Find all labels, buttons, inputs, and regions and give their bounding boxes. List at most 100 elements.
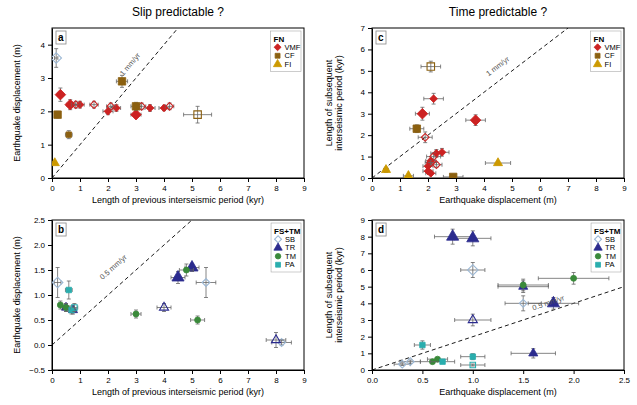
tick: 1.0	[468, 370, 480, 385]
tick-mark	[368, 28, 372, 29]
tick: 2	[361, 333, 372, 342]
tick-mark	[368, 178, 372, 179]
tick: 8	[361, 233, 372, 242]
series	[381, 158, 510, 178]
legend-symbol	[273, 59, 281, 66]
tick-label: 0	[361, 366, 366, 375]
error-bar-x	[65, 288, 72, 292]
tick-label: 0.5	[417, 376, 429, 385]
tick: 3	[361, 110, 372, 119]
tick-mark	[368, 71, 372, 72]
error-bar-x	[455, 318, 491, 322]
tick-label: 0	[41, 174, 46, 183]
error-bar-y	[521, 279, 525, 291]
panel-label-text: a	[58, 32, 64, 43]
tick-mark	[368, 157, 372, 158]
point	[271, 335, 280, 343]
error-bar-x	[421, 65, 441, 69]
error-bar-y	[64, 304, 68, 312]
point	[66, 132, 71, 137]
tick: 4	[361, 299, 372, 308]
point	[183, 267, 189, 273]
point	[421, 133, 429, 141]
point	[430, 95, 438, 103]
point	[166, 102, 174, 110]
tick-mark	[80, 370, 81, 374]
tick-mark	[368, 253, 372, 254]
series	[184, 106, 212, 123]
tick: 5	[361, 67, 372, 76]
tick-label: 3	[361, 110, 366, 119]
tick: 7	[361, 249, 372, 258]
error-bar-y	[67, 131, 71, 139]
tick-mark	[192, 370, 193, 374]
tick-mark	[220, 370, 221, 374]
point	[417, 108, 428, 119]
tick: 5	[361, 283, 372, 292]
legend-symbol	[593, 59, 601, 66]
y-axis-label: Earthquake displacement (m)	[12, 44, 22, 162]
error-bar-x	[414, 343, 430, 347]
tick: 7	[246, 178, 251, 193]
tick-mark	[368, 303, 372, 304]
tick-mark	[368, 49, 372, 50]
tick-mark	[428, 178, 429, 182]
x-axis-label: Length of previous interseismic period (…	[92, 195, 264, 205]
x-axis-label: Earthquake displacement (m)	[439, 387, 557, 397]
error-bar-x	[538, 276, 609, 280]
error-bar-x	[58, 303, 62, 307]
tick-mark	[48, 145, 52, 146]
tick-mark	[192, 178, 193, 182]
point	[159, 302, 168, 310]
panel-label-box	[376, 223, 386, 236]
y-axis-label-line: interseismic period (kyr)	[334, 55, 344, 151]
series	[157, 302, 286, 347]
tick-mark	[400, 178, 401, 182]
point	[433, 161, 441, 169]
tick-mark	[48, 320, 52, 321]
tick-mark	[276, 370, 277, 374]
tick-mark	[368, 270, 372, 271]
tick-label: 6	[361, 266, 366, 275]
legend-label: PA	[605, 260, 614, 269]
tick-mark	[568, 178, 569, 182]
panel-label-text: c	[378, 32, 384, 43]
annotation: 0.5 mm/yr	[531, 293, 566, 312]
tick-label: 4	[162, 184, 167, 193]
tick: 5	[190, 178, 195, 193]
tick-label: 4	[162, 376, 167, 385]
point	[55, 89, 66, 100]
tick-mark	[48, 370, 52, 371]
tick-mark	[368, 114, 372, 115]
series	[415, 93, 485, 177]
tick-mark	[368, 287, 372, 288]
panel-label-text: b	[58, 224, 64, 235]
tick-mark	[136, 370, 137, 374]
tick-mark	[368, 92, 372, 93]
tick: 5	[510, 178, 515, 193]
series	[461, 362, 485, 367]
tick-label: 1.5	[518, 376, 530, 385]
tick: 7	[566, 178, 571, 193]
tick-label: 1	[398, 184, 403, 193]
point	[519, 299, 527, 307]
tick: 1.0	[34, 291, 52, 300]
tick-mark	[304, 178, 305, 182]
y-axis-label-line: Earthquake displacement (m)	[12, 236, 22, 354]
tick-mark	[80, 178, 81, 182]
tick-mark	[484, 178, 485, 182]
panel-label-text: d	[378, 224, 384, 235]
tick-label: 9	[302, 184, 307, 193]
tick-mark	[48, 345, 52, 346]
point	[52, 53, 61, 64]
series	[65, 281, 75, 314]
error-bar-x	[184, 113, 212, 117]
point	[468, 265, 479, 276]
annotation: 0.5 mm/yr	[98, 252, 129, 281]
reference-line	[372, 28, 568, 178]
point	[470, 354, 475, 359]
legend-label: FI	[285, 60, 292, 69]
error-bar-x	[461, 363, 485, 367]
tick-mark	[164, 178, 165, 182]
tick-label: 5	[510, 184, 515, 193]
